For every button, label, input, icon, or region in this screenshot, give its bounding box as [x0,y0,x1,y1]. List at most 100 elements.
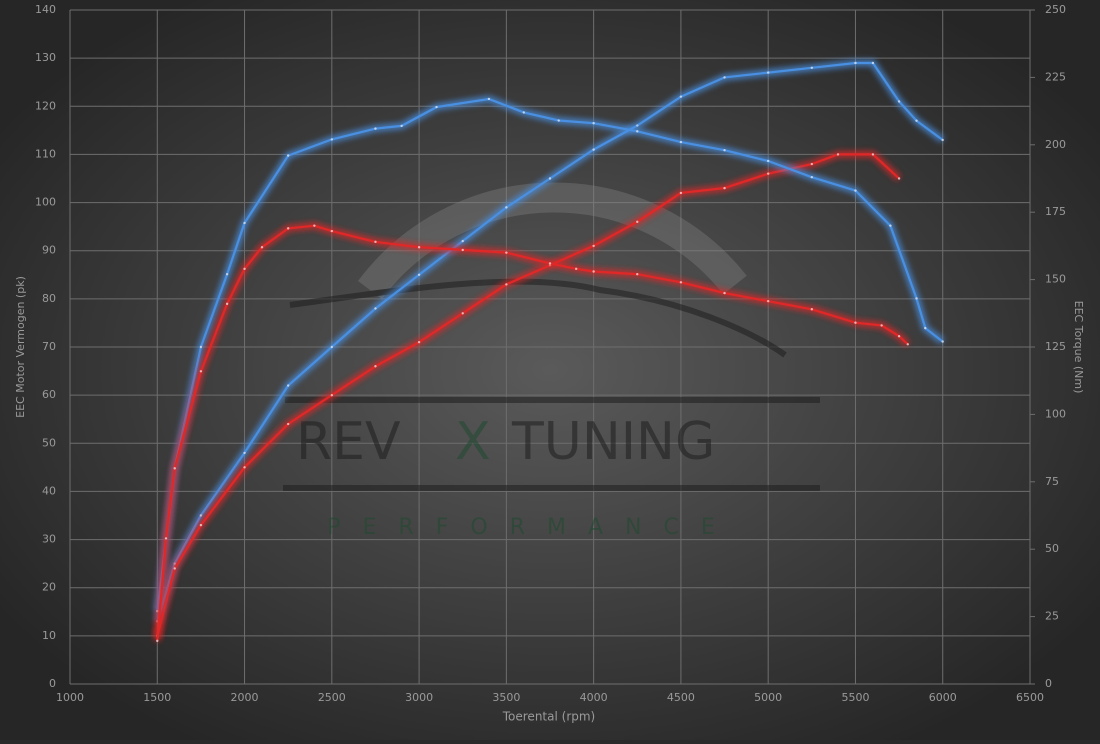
x-tick-label: 3500 [492,691,520,704]
watermark-text: X [455,412,491,472]
point-dot [810,66,814,69]
x-tick-label: 6500 [1016,691,1044,704]
point-dot [417,340,421,344]
point-dot [400,124,403,128]
point-dot [836,153,840,156]
point-dot [810,162,814,166]
point-dot [225,302,229,306]
y-axis-label: EEC Motor Vermogen (pk) [14,276,27,418]
y2-tick-label: 225 [1045,70,1066,83]
point-dot [199,370,203,373]
point-dot [548,262,552,265]
point-dot [636,220,639,224]
x-tick-label: 5000 [754,691,782,704]
point-dot [330,393,334,397]
y-tick-label: 110 [35,147,56,160]
y-tick-label: 90 [42,244,56,257]
point-dot [766,172,770,175]
point-dot [897,100,901,103]
point-dot [487,97,491,101]
point-dot [906,343,910,346]
y2-tick-label: 250 [1045,3,1066,16]
point-dot [574,267,578,271]
point-dot [461,312,464,315]
y2-tick-label: 75 [1045,475,1059,488]
point-dot [723,76,726,79]
point-dot [679,191,683,195]
y-tick-label: 50 [42,436,56,449]
point-dot [374,365,377,368]
point-dot [417,273,421,276]
y-tick-label: 60 [42,388,56,401]
point-dot [854,61,857,65]
point-dot [915,297,918,300]
y-tick-label: 0 [49,677,56,690]
point-dot [871,153,875,156]
point-dot [461,239,464,243]
point-dot [374,307,377,310]
point-dot [592,148,595,151]
watermark-text: REV [296,412,401,472]
y2-tick-label: 100 [1045,407,1066,420]
point-dot [871,61,875,65]
point-dot [173,467,176,470]
point-dot [557,119,560,122]
x-tick-label: 4500 [667,691,695,704]
point-dot [810,175,814,179]
point-dot [330,229,334,233]
y-tick-label: 20 [42,581,56,594]
y2-tick-label: 0 [1045,677,1052,690]
y2-tick-label: 175 [1045,205,1066,218]
point-dot [854,189,857,192]
point-dot [592,270,595,273]
y2-tick-label: 200 [1045,138,1066,151]
point-dot [435,105,438,109]
y2-axis-label: EEC Torque (Nm) [1072,301,1085,394]
y-tick-label: 80 [42,292,56,305]
point-dot [260,246,264,249]
x-tick-label: 6000 [929,691,957,704]
y-tick-label: 100 [35,196,56,209]
point-dot [164,537,168,540]
x-tick-label: 2500 [318,691,346,704]
x-tick-label: 1500 [143,691,171,704]
point-dot [897,335,901,338]
point-dot [286,384,290,387]
point-dot [723,148,726,152]
watermark-text: TUNING [511,412,715,472]
point-dot [417,246,421,249]
line [156,153,900,637]
point-dot [592,244,595,248]
y-tick-label: 70 [42,340,56,353]
point-dot [243,267,246,271]
point-dot [723,291,726,295]
x-tick-label: 1000 [56,691,84,704]
point-dot [679,140,683,144]
point-dot [374,127,377,130]
y2-tick-label: 50 [1045,542,1059,555]
point-dot [286,154,290,157]
point-dot [766,159,770,163]
point-dot [505,283,508,286]
point-dot [636,130,639,133]
y-tick-label: 30 [42,533,56,546]
point-dot [679,95,683,98]
point-dot [592,122,595,125]
y2-tick-label: 25 [1045,610,1059,623]
point-dot [941,138,944,142]
point-dot [636,124,639,127]
point-dot [199,345,203,349]
point-dot [156,639,159,643]
point-dot [505,251,508,254]
watermark-text: PERFORMANCE [327,515,736,540]
x-tick-label: 5500 [841,691,869,704]
x-tick-label: 3000 [405,691,433,704]
x-tick-label: 2000 [231,691,259,704]
point-dot [199,523,203,527]
point-dot [924,326,927,330]
point-dot [330,138,334,141]
point-dot [766,299,770,303]
point-dot [374,240,377,244]
